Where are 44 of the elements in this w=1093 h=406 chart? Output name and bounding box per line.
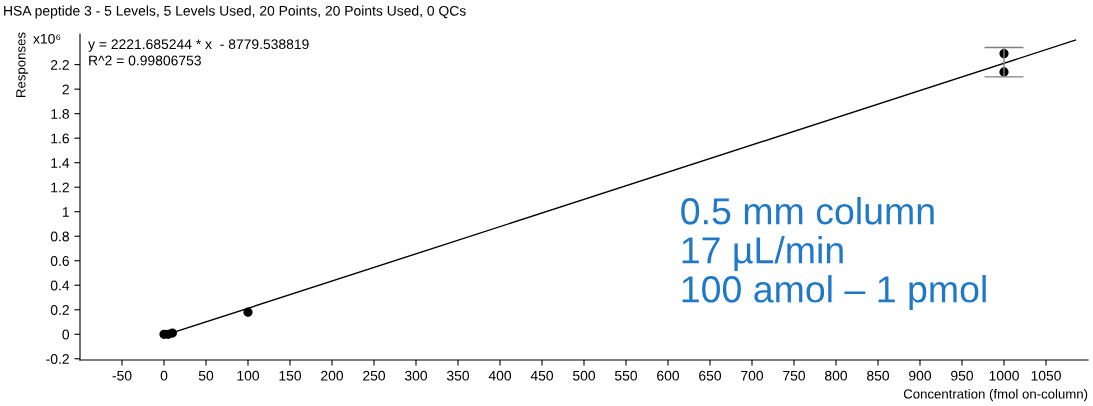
x-tick-label: 0 bbox=[160, 370, 168, 381]
x-tick-label: 800 bbox=[825, 370, 848, 381]
chart-title: HSA peptide 3 - 5 Levels, 5 Levels Used, 20 Points, 20 Points Used, 0 QCs bbox=[4, 5, 466, 19]
x-tick-label: 250 bbox=[363, 370, 386, 381]
y-tick-label: 0.8 bbox=[50, 231, 69, 242]
y-tick-label: 0.2 bbox=[50, 305, 69, 315]
x-tick-label: 650 bbox=[699, 370, 722, 381]
annotation: 0.5 mm column 17 µL/min 100 amol – 1 pmol bbox=[681, 197, 986, 311]
x-tick-label: 850 bbox=[867, 370, 890, 381]
x-axis-title: Concentration (fmol on-column) bbox=[903, 388, 1088, 402]
x-tick-label: 400 bbox=[488, 370, 512, 381]
x-tick-label: 300 bbox=[404, 370, 428, 381]
text: x10⁶ bbox=[33, 33, 61, 44]
y-tick-label: 2.2 bbox=[50, 59, 69, 70]
x-tick-label: 500 bbox=[572, 370, 596, 381]
x-tick-label: 750 bbox=[783, 370, 806, 381]
point bbox=[243, 307, 253, 317]
x-tick-label: 1000 bbox=[989, 370, 1019, 381]
x-tick-label: 600 bbox=[657, 370, 680, 381]
y-tick-label: 0.4 bbox=[50, 280, 70, 291]
y-tick-label: 1.2 bbox=[51, 182, 69, 193]
x-tick-label: 1050 bbox=[1031, 370, 1061, 381]
y-tick-label: 1 bbox=[62, 207, 69, 217]
y-axis-title: Responses bbox=[16, 32, 29, 97]
x-tick-label: 350 bbox=[446, 370, 470, 381]
y-tick-label: 1.8 bbox=[51, 109, 69, 119]
x-tick-label: 200 bbox=[321, 370, 344, 381]
y-tick-label: 2 bbox=[62, 84, 69, 95]
y-tick-label: 1.4 bbox=[51, 158, 70, 168]
x-tick-label: 100 bbox=[237, 370, 260, 381]
x-tick-label: 550 bbox=[614, 370, 638, 381]
annotation: R^2 = 0.99806753 bbox=[89, 55, 201, 66]
x-tick-label: 900 bbox=[909, 370, 932, 381]
x-tick-label: 950 bbox=[951, 370, 974, 381]
x-tick-label: 50 bbox=[198, 370, 214, 381]
x-tick-label: 700 bbox=[741, 370, 764, 381]
x-tick-label: 450 bbox=[530, 370, 554, 381]
x-tick-label: 150 bbox=[279, 370, 302, 381]
y-tick-label: 0 bbox=[62, 329, 70, 340]
x-tick-label: -50 bbox=[112, 370, 132, 381]
y-tick-label: 0.6 bbox=[50, 256, 69, 266]
y-tick-label: 1.6 bbox=[51, 133, 69, 144]
annotation: y = 2221.685244 * x - 8779.538819 bbox=[88, 39, 309, 52]
y-tick-label: -0.2 bbox=[46, 354, 69, 364]
